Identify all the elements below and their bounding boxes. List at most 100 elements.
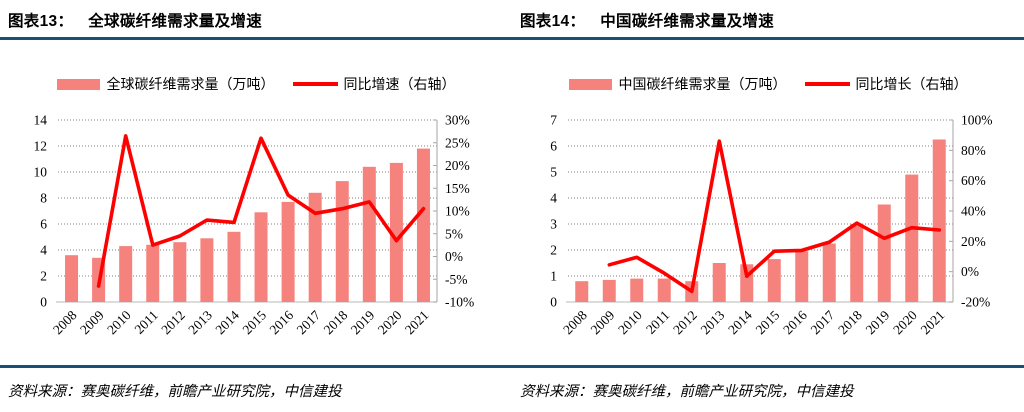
x-axis-year-label: 2017	[294, 307, 324, 337]
bar-2008	[65, 255, 79, 302]
source-note: 资料来源：赛奥碳纤维，前瞻产业研究院，中信建投	[8, 384, 342, 400]
bar-2014	[227, 231, 241, 302]
left-axis-tick-label: 0	[550, 295, 557, 310]
right-axis-tick-label: 15%	[445, 181, 470, 196]
x-axis-year-label: 2013	[185, 307, 215, 337]
bar-2011	[657, 278, 671, 302]
bar-2017	[308, 192, 322, 302]
right-axis-tick-label: 20%	[445, 158, 470, 173]
bar-series-swatch	[568, 78, 612, 90]
x-axis-year-label: 2012	[158, 308, 188, 338]
chart-legend: 中国碳纤维需求量（万吨） 同比增长（右轴）	[512, 74, 1024, 94]
source-note: 资料来源：赛奥碳纤维，前瞻产业研究院，中信建投	[520, 384, 854, 400]
left-axis-tick-label: 7	[550, 113, 557, 128]
right-axis-tick-label: 10%	[445, 204, 470, 219]
bar-series-swatch	[56, 78, 100, 90]
x-axis-year-label: 2018	[321, 307, 351, 337]
left-axis-tick-label: 4	[550, 191, 557, 206]
line-series-swatch	[804, 82, 850, 86]
growth-line	[96, 134, 426, 288]
x-axis-year-label: 2016	[780, 307, 810, 337]
footer-separator-rule	[0, 365, 1024, 368]
bar-2012	[173, 242, 187, 302]
figure-title-text: 中国碳纤维需求量及增速	[600, 13, 775, 30]
figure-title: 图表14： 中国碳纤维需求量及增速	[520, 9, 774, 31]
left-axis-tick-label: 2	[550, 243, 557, 258]
bar-2011	[146, 244, 160, 302]
bar-2015	[254, 212, 268, 302]
x-axis-year-label: 2011	[132, 308, 161, 337]
chart-legend: 全球碳纤维需求量（万吨） 同比增速（右轴）	[0, 74, 512, 94]
x-axis-year-label: 2021	[402, 308, 432, 338]
figure-title-text: 全球碳纤维需求量及增速	[88, 13, 263, 30]
left-axis-tick-label: 8	[40, 191, 47, 206]
bar-2013	[200, 238, 214, 302]
line-series-label: 同比增速（右轴）	[343, 78, 456, 93]
x-axis-year-label: 2013	[698, 307, 728, 337]
left-axis-tick-label: 3	[550, 217, 557, 232]
bar-series-label: 全球碳纤维需求量（万吨）	[106, 78, 275, 93]
right-axis-tick-label: -5%	[445, 272, 468, 287]
right-axis-tick-label: 0%	[961, 264, 979, 279]
right-axis-tick-label: 0%	[445, 249, 463, 264]
left-axis-tick-label: 1	[550, 269, 557, 284]
bar-2016	[795, 251, 809, 302]
x-axis-year-label: 2011	[643, 308, 672, 337]
line-series-label: 同比增长（右轴）	[855, 78, 968, 93]
combo-chart-global-carbon-fiber-demand: 0 2 4 6 8 10 12 14 30% 25% 20% 15% 10% 5% 0% -5% -10% 200…	[34, 113, 475, 338]
x-axis-year-label: 2008	[560, 307, 590, 337]
x-axis-year-label: 2020	[890, 307, 920, 337]
bar-2020	[905, 174, 919, 302]
x-axis-year-label: 2009	[588, 307, 618, 337]
left-axis-tick-label: 6	[40, 217, 47, 232]
bar-2018	[850, 224, 864, 302]
x-axis-year-label: 2015	[753, 307, 783, 337]
x-axis-year-label: 2008	[50, 307, 80, 337]
x-axis-year-label: 2014	[212, 307, 242, 337]
right-axis-tick-label: -20%	[961, 295, 990, 310]
x-axis-year-label: 2020	[375, 307, 405, 337]
x-axis-year-label: 2015	[239, 307, 269, 337]
bar-2019	[877, 204, 891, 302]
right-axis-tick-label: 60%	[961, 173, 986, 188]
left-axis-tick-label: 0	[40, 295, 47, 310]
x-axis-year-label: 2010	[104, 307, 134, 337]
right-axis-tick-label: 40%	[961, 204, 986, 219]
left-axis-tick-label: 10	[34, 165, 48, 180]
bar-2013	[712, 263, 726, 302]
growth-line	[607, 139, 942, 294]
left-axis-tick-label: 4	[40, 243, 47, 258]
bar-2009	[602, 279, 616, 302]
figure-number: 图表13：	[8, 13, 74, 30]
left-axis-tick-label: 12	[34, 139, 48, 154]
right-axis-tick-label: 25%	[445, 135, 470, 150]
bar-series-label: 中国碳纤维需求量（万吨）	[618, 78, 787, 93]
line-series-swatch	[292, 82, 338, 86]
left-axis-tick-label: 2	[40, 269, 47, 284]
bar-2010	[630, 278, 644, 302]
x-axis-year-label: 2018	[835, 307, 865, 337]
bar-2019	[362, 166, 376, 302]
x-axis-year-label: 2019	[863, 307, 893, 337]
x-axis-year-label: 2016	[267, 307, 297, 337]
bar-2010	[119, 246, 133, 302]
right-axis-tick-label: 20%	[961, 234, 986, 249]
bar-2021	[416, 148, 430, 302]
x-axis-year-label: 2012	[670, 308, 700, 338]
figure-panel-global: 图表13： 全球碳纤维需求量及增速 全球碳纤维需求量（万吨） 同比增速（右轴） 0…	[0, 13, 512, 400]
left-axis-tick-label: 6	[550, 139, 557, 154]
figure-panel-china: 图表14： 中国碳纤维需求量及增速 中国碳纤维需求量（万吨） 同比增长（右轴） 0…	[512, 0, 1024, 412]
bar-2016	[281, 201, 295, 302]
left-axis-tick-label: 5	[550, 165, 557, 180]
x-axis-year-label: 2010	[615, 307, 645, 337]
bar-2021	[932, 139, 946, 302]
figure-number: 图表14：	[520, 13, 586, 30]
right-axis-tick-label: 80%	[961, 143, 986, 158]
right-axis-tick-label: -10%	[445, 295, 474, 310]
x-axis-year-label: 2009	[77, 307, 107, 337]
left-axis-tick-label: 14	[34, 113, 48, 128]
bar-2018	[335, 181, 349, 302]
x-axis-year-label: 2017	[808, 307, 838, 337]
title-separator-rule	[0, 37, 1024, 40]
